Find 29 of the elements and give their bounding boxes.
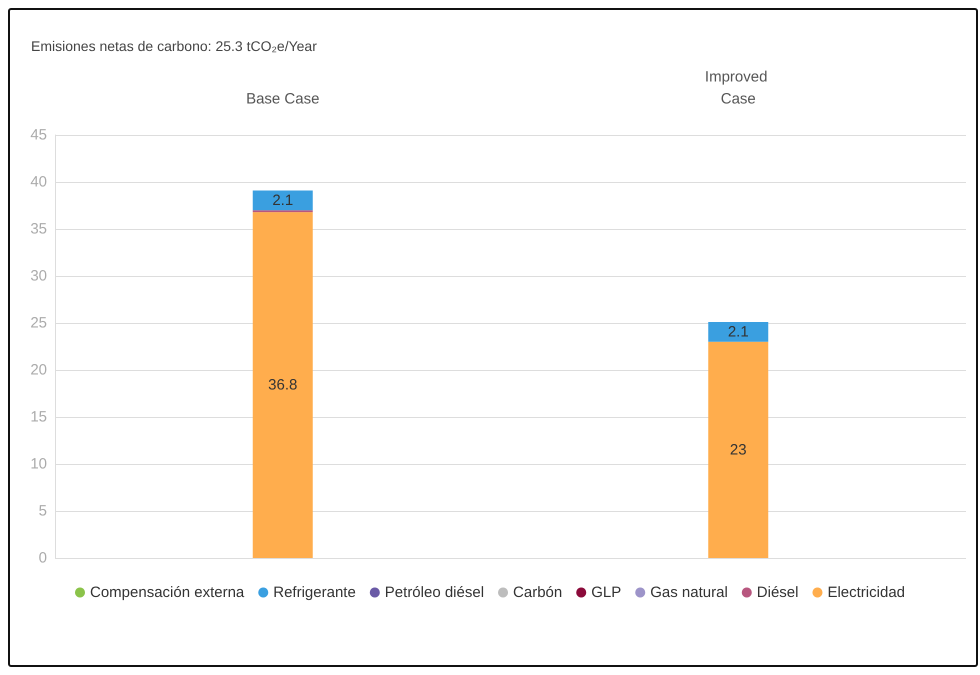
x-tick-label: Improved Case	[704, 68, 772, 108]
y-tick-label: 5	[38, 502, 47, 520]
chart-title: Emisiones netas de carbono: 25.3 tCO₂e/Year	[31, 38, 318, 54]
data-label: 36.8	[268, 376, 298, 394]
y-tick-label: 0	[38, 550, 47, 566]
bar	[708, 322, 768, 342]
y-tick-label: 20	[30, 362, 47, 378]
x-tick-label: Base Case	[246, 90, 320, 108]
y-tick-label: 15	[30, 408, 47, 426]
legend-label: Diésel	[756, 584, 798, 601]
y-tick-label: 25	[30, 314, 47, 332]
data-label: 2.1	[728, 323, 749, 340]
legend-label: Carbón	[513, 584, 562, 601]
y-tick-label: 30	[30, 268, 47, 284]
bar	[252, 212, 313, 558]
data-label: 2.1	[272, 192, 294, 209]
legend-label: Gas natural	[650, 584, 728, 601]
y-tick-label: 10	[30, 456, 47, 472]
y-tick-label: 45	[30, 126, 47, 144]
legend-label: Compensación externa	[90, 584, 245, 601]
legend-label: GLP	[591, 584, 622, 601]
bar	[252, 190, 313, 210]
legend-label: Electricidad	[827, 584, 906, 601]
legend-label: Refrigerante	[273, 584, 356, 601]
legend-label: Petróleo diésel	[384, 584, 484, 601]
bar	[708, 342, 768, 558]
y-tick-label: 35	[30, 220, 47, 238]
y-tick-label: 40	[30, 174, 47, 190]
data-label: 23	[730, 441, 747, 458]
